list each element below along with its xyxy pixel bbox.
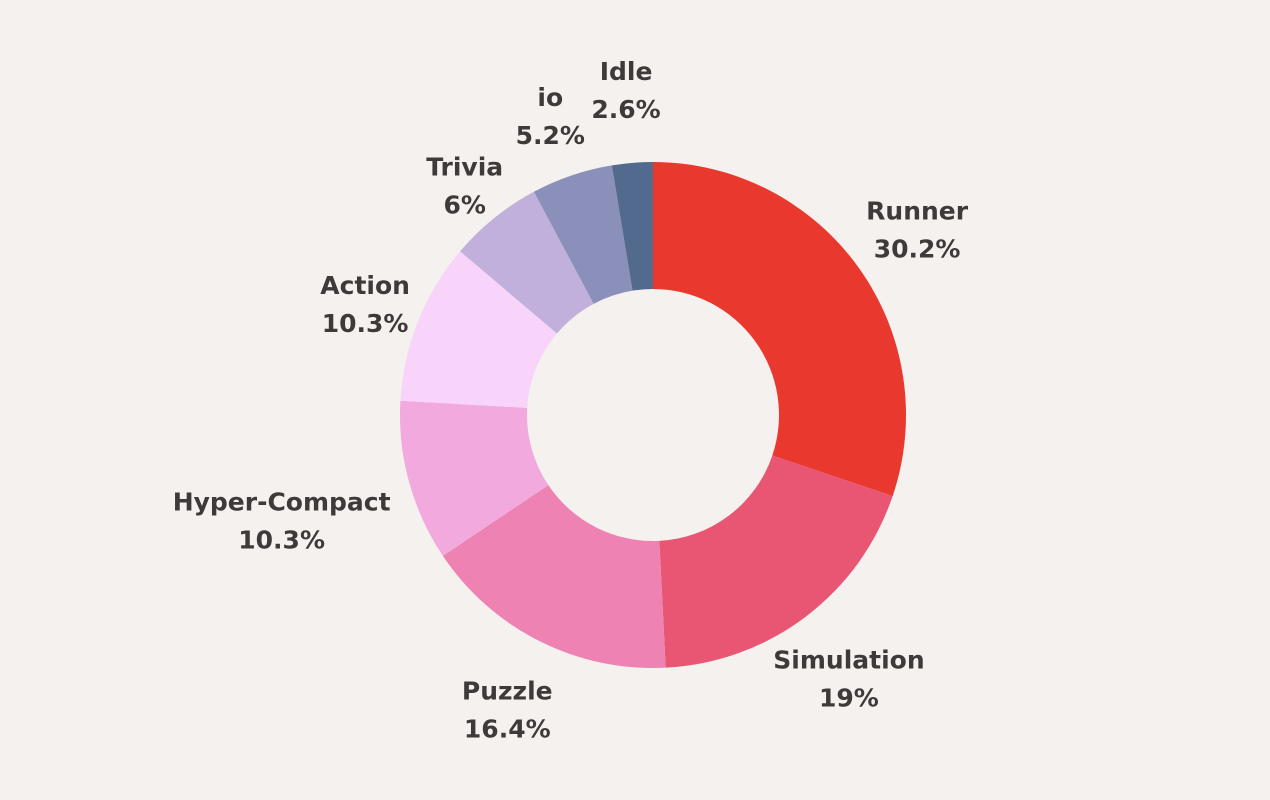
slice-io [533,165,633,304]
slice-label-idle: Idle [600,57,653,86]
slice-label-puzzle: Puzzle [462,676,553,705]
slice-simulation [659,455,893,668]
slice-label-trivia: Trivia [426,152,503,181]
slice-label-action: Action [320,271,410,300]
slice-value-idle: 2.6% [591,95,660,124]
slice-value-hyper-compact: 10.3% [238,526,325,555]
slice-label-io: io [537,83,563,112]
slice-value-runner: 30.2% [874,235,961,264]
slice-labels: Runner 30.2% Simulation 19% Puzzle 16.4% Hyper… [173,57,969,743]
slice-runner [653,162,906,497]
slice-value-trivia: 6% [443,190,485,219]
slice-label-simulation: Simulation [773,645,924,674]
slice-label-runner: Runner [866,197,969,226]
slice-value-io: 5.2% [516,121,585,150]
slice-label-hyper-compact: Hyper-Compact [173,488,391,517]
slice-trivia [460,191,594,334]
slice-value-simulation: 19% [819,683,879,712]
slice-puzzle [442,485,666,668]
donut-slices [400,162,906,668]
slice-hyper-compact [400,400,549,556]
slice-value-puzzle: 16.4% [464,714,551,743]
slice-action [400,251,557,408]
slice-idle [611,162,653,291]
slice-value-action: 10.3% [322,309,409,338]
